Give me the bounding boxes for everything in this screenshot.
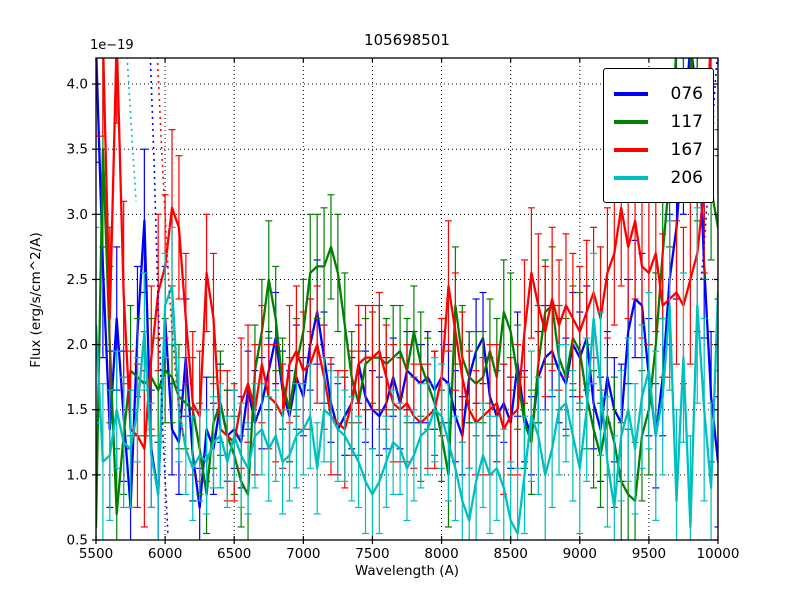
legend-label: 167 — [670, 139, 703, 160]
axis-ticks — [92, 58, 719, 544]
y-tick-label: 1.0 — [67, 467, 88, 483]
legend-label: 117 — [670, 111, 703, 132]
legend: 076 117 167 206 — [603, 68, 714, 203]
x-tick-label: 10000 — [697, 546, 740, 562]
legend-line-sample-cyan — [614, 175, 648, 180]
x-axis-label: Wavelength (A) — [354, 563, 460, 579]
x-tick-label: 8500 — [493, 546, 527, 562]
x-tick-label: 7000 — [286, 546, 320, 562]
legend-item-076: 076 — [614, 81, 703, 106]
y-tick-label: 0.5 — [67, 533, 88, 549]
legend-line-sample-green — [614, 119, 648, 124]
x-tick-label: 7500 — [355, 546, 389, 562]
legend-item-206: 206 — [614, 165, 703, 190]
x-tick-label: 6500 — [217, 546, 251, 562]
x-tick-label: 6000 — [148, 546, 182, 562]
legend-label: 076 — [670, 83, 703, 104]
x-tick-label: 9500 — [632, 546, 666, 562]
series-206 — [96, 207, 718, 540]
series-206-line — [96, 284, 718, 535]
x-tick-label: 8000 — [424, 546, 458, 562]
x-tick-label: 5500 — [79, 546, 113, 562]
y-tick-label: 2.5 — [67, 272, 88, 288]
legend-line-sample-red — [614, 147, 648, 152]
legend-item-117: 117 — [614, 109, 703, 134]
y-tick-label: 1.5 — [67, 402, 88, 418]
chart-title: 105698501 — [364, 31, 450, 49]
y-axis-offset-label: 1e−19 — [90, 38, 134, 53]
legend-label: 206 — [670, 167, 703, 188]
y-tick-label: 2.0 — [67, 337, 88, 353]
y-tick-label: 3.0 — [67, 207, 88, 223]
y-axis-label: Flux (erg/s/cm^2/A) — [28, 232, 44, 368]
y-tick-label: 4.0 — [67, 77, 88, 93]
tick-labels: 5500 6000 6500 7000 7500 8000 8500 9000 9500 1000… — [67, 77, 740, 562]
legend-item-167: 167 — [614, 137, 703, 162]
legend-line-sample-blue — [614, 91, 648, 96]
y-tick-label: 3.5 — [67, 142, 88, 158]
x-tick-label: 9000 — [563, 546, 597, 562]
axes-frame — [95, 57, 719, 541]
